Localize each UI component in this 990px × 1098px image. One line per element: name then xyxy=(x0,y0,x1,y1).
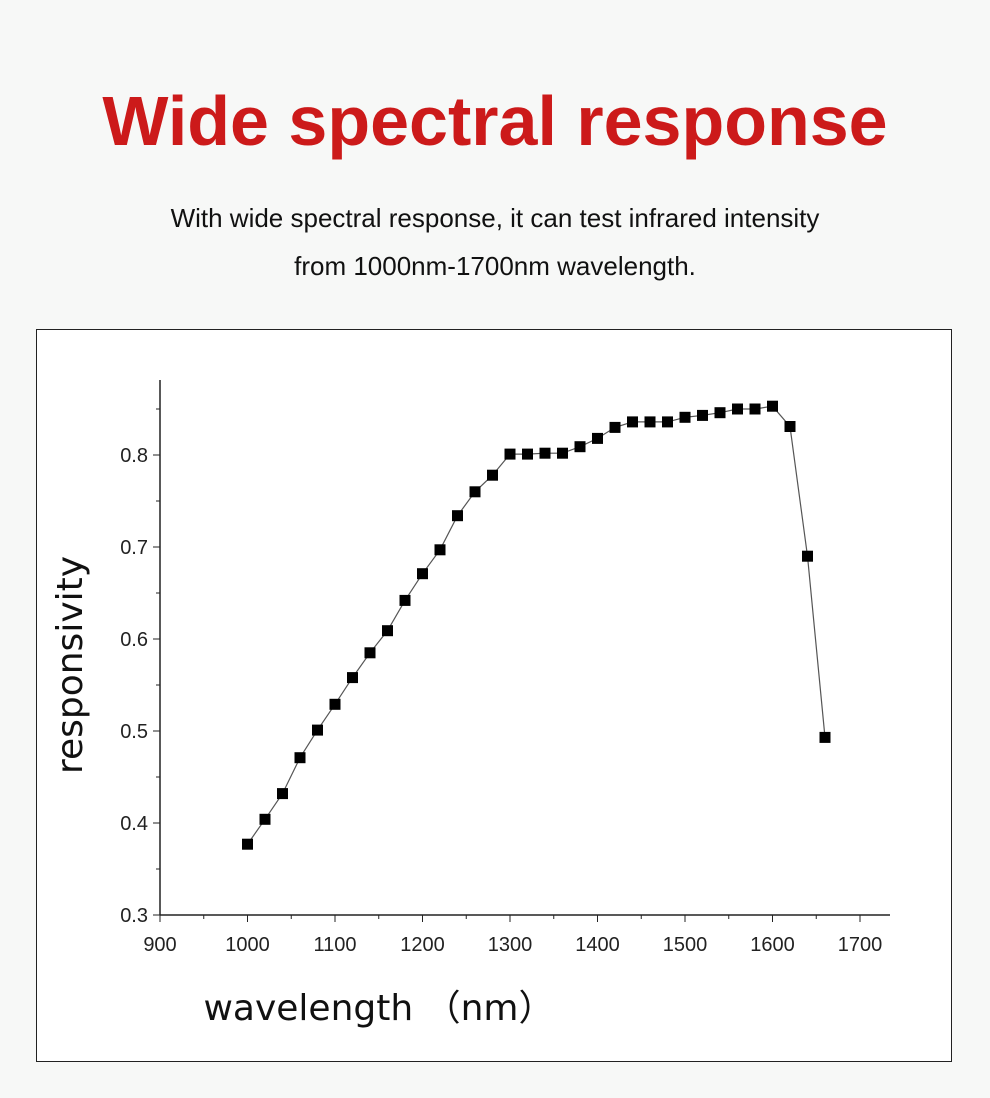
data-point xyxy=(347,672,358,684)
data-point xyxy=(399,594,411,606)
data-point xyxy=(417,568,428,580)
data-point xyxy=(679,411,691,423)
chart-tick-labels: 900 1000 1100 1200 1300 1400 1500 1600 1700 0.3 0.… xyxy=(120,445,882,956)
data-point xyxy=(434,544,446,556)
data-point xyxy=(294,752,306,764)
data-point xyxy=(697,409,708,421)
subtitle-line-2: from 1000nm-1700nm wavelength. xyxy=(294,251,696,281)
chart-series xyxy=(242,400,831,850)
data-point xyxy=(242,838,253,850)
data-point xyxy=(522,448,533,460)
responsivity-chart: 900 1000 1100 1200 1300 1400 1500 1600 1700 0.3 0.… xyxy=(50,380,890,1029)
series-line xyxy=(247,405,826,845)
data-point xyxy=(662,416,673,428)
y-tick-label: 0.6 xyxy=(120,629,148,651)
x-tick-label: 1700 xyxy=(838,934,883,956)
data-point xyxy=(277,788,288,800)
data-point xyxy=(329,698,341,710)
data-point xyxy=(802,550,813,562)
data-point xyxy=(644,416,656,428)
data-point xyxy=(609,421,621,433)
page-subtitle: With wide spectral response, it can test… xyxy=(0,194,990,290)
y-tick-label: 0.5 xyxy=(120,721,148,743)
x-tick-label: 1600 xyxy=(750,934,795,956)
page-title: Wide spectral response xyxy=(102,82,888,160)
x-tick-label: 1200 xyxy=(400,934,445,956)
data-point xyxy=(259,813,271,825)
data-point xyxy=(714,407,726,419)
data-point xyxy=(784,421,796,432)
y-tick-label: 0.8 xyxy=(120,445,148,467)
data-point xyxy=(767,400,778,412)
x-tick-label: 1100 xyxy=(313,934,356,956)
x-tick-label: 1000 xyxy=(225,934,270,956)
data-point xyxy=(819,731,831,743)
data-point xyxy=(487,469,498,481)
data-point xyxy=(364,647,376,659)
data-point xyxy=(539,447,551,459)
data-point xyxy=(574,441,586,453)
data-point xyxy=(749,403,761,415)
x-tick-label: 1300 xyxy=(488,934,533,956)
y-tick-label: 0.4 xyxy=(120,813,148,835)
y-axis-label: responsivity xyxy=(50,556,91,774)
chart-ticks xyxy=(153,408,861,922)
chart-frame: 900 1000 1100 1200 1300 1400 1500 1600 1700 0.3 0.… xyxy=(36,329,952,1062)
data-point xyxy=(382,625,393,637)
data-point xyxy=(732,403,743,415)
y-tick-label: 0.3 xyxy=(120,905,148,927)
x-tick-label: 1500 xyxy=(663,934,708,956)
data-point xyxy=(592,432,603,444)
data-point xyxy=(627,416,638,428)
x-axis-label: wavelength （nm） xyxy=(203,988,554,1029)
data-point xyxy=(469,486,481,498)
data-point xyxy=(452,510,463,522)
data-point xyxy=(557,447,568,459)
x-tick-label: 1400 xyxy=(575,934,620,956)
data-point xyxy=(504,448,516,460)
data-point xyxy=(312,724,323,736)
y-tick-label: 0.7 xyxy=(120,537,148,559)
subtitle-line-1: With wide spectral response, it can test… xyxy=(170,203,820,233)
x-tick-label: 900 xyxy=(143,934,176,956)
chart-axes xyxy=(159,380,890,916)
